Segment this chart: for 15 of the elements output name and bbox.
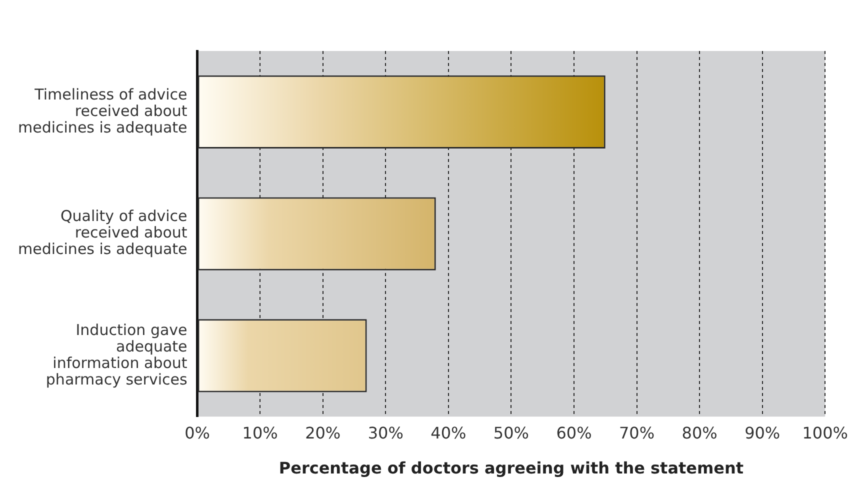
x-tick-label: 0%: [184, 423, 210, 442]
x-tick-label: 90%: [744, 423, 780, 442]
x-tick-label: 70%: [618, 423, 655, 442]
y-tick-label: Induction gave adequate information about pharmacy services: [46, 320, 188, 388]
y-tick-label: Quality of advice received about medicines is adequate: [18, 207, 188, 258]
x-tick-label: 20%: [305, 423, 341, 442]
x-tick-label: 100%: [802, 423, 848, 442]
x-tick-label: 60%: [556, 423, 592, 442]
x-tick-label: 50%: [493, 423, 529, 442]
y-tick-label: Timeliness of advice received about medicines is adequate: [18, 85, 188, 136]
x-tick-label: 80%: [682, 423, 718, 442]
x-tick-label: 40%: [430, 423, 466, 442]
x-tick-label: 10%: [242, 423, 278, 442]
x-tick-label: 30%: [368, 423, 404, 442]
x-axis-title: Percentage of doctors agreeing with the statement: [278, 458, 744, 478]
